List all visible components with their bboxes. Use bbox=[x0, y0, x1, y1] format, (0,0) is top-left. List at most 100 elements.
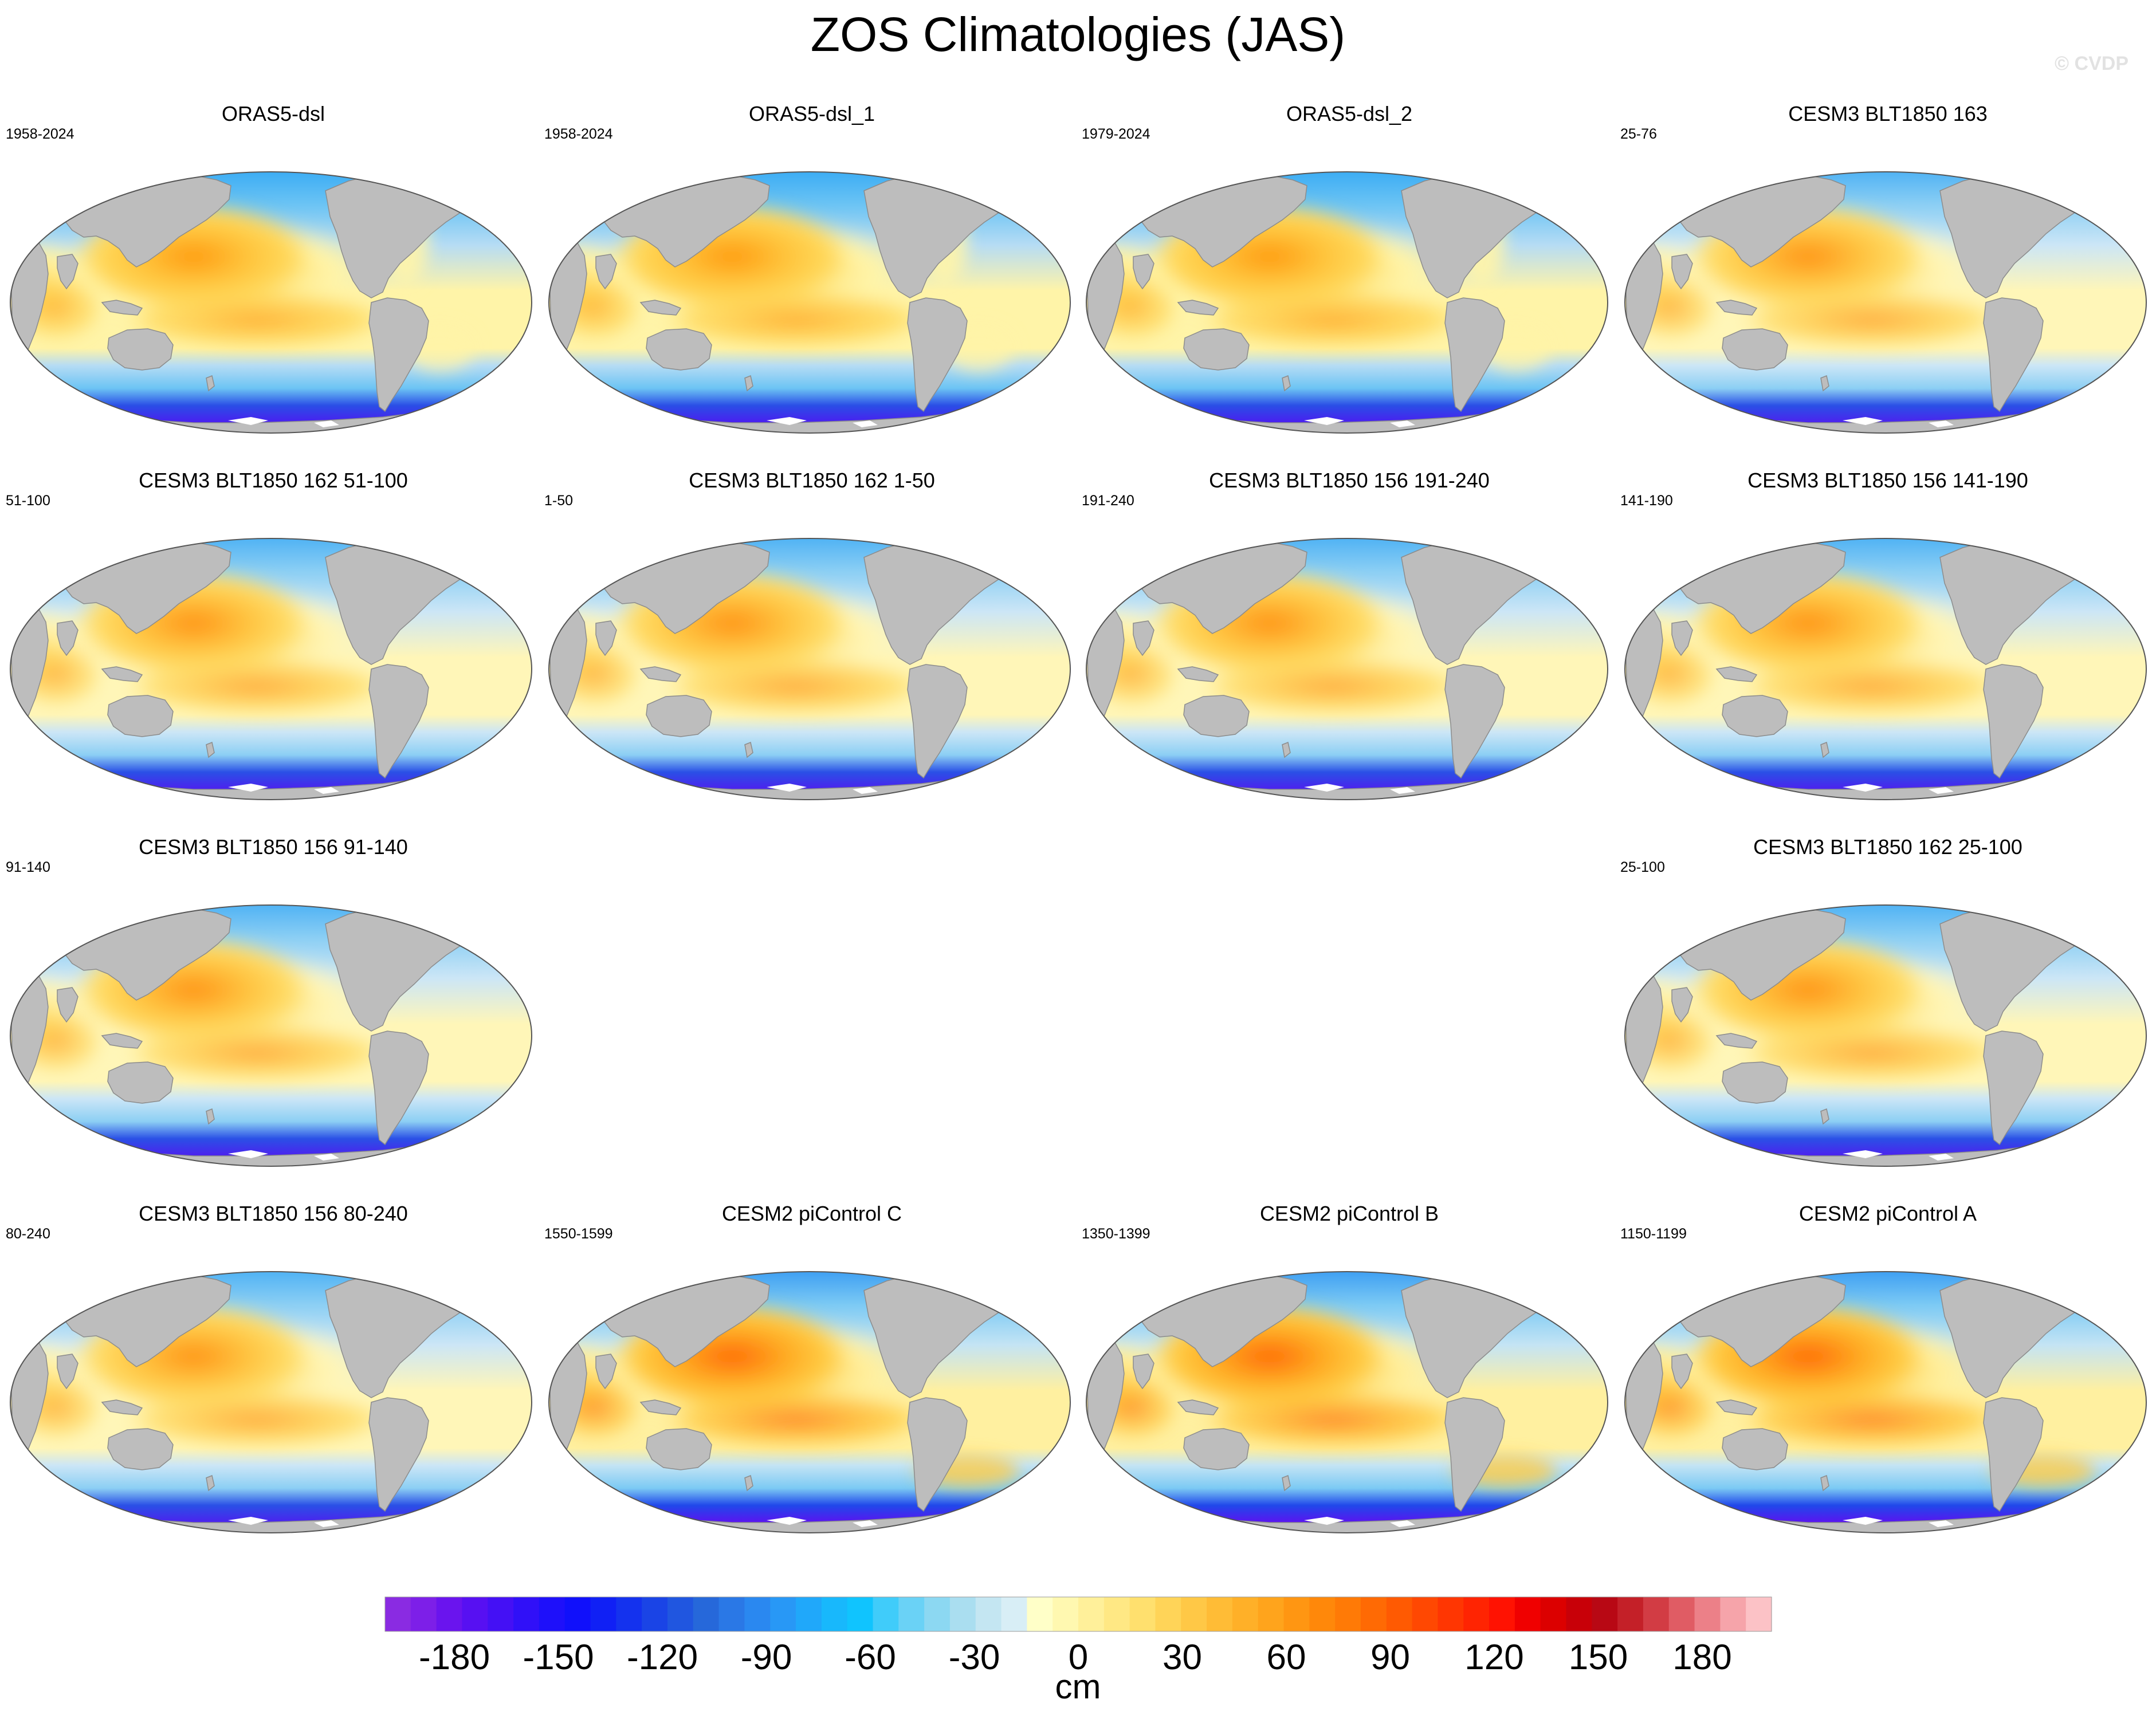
robinson-map bbox=[10, 904, 532, 1167]
colorbar-swatch bbox=[744, 1597, 771, 1631]
robinson-map bbox=[1624, 904, 2147, 1167]
panel-title: ORAS5-dsl bbox=[221, 102, 325, 125]
colorbar-swatch bbox=[513, 1597, 540, 1631]
panel-title: CESM3 BLT1850 162 51-100 bbox=[139, 469, 408, 492]
colorbar-swatch bbox=[488, 1597, 514, 1631]
colorbar-tick-label: 150 bbox=[1569, 1638, 1628, 1677]
panel-years: 1979-2024 bbox=[1082, 126, 1150, 142]
ssh-field bbox=[549, 1272, 1070, 1533]
colorbar-swatch bbox=[1053, 1597, 1079, 1631]
colorbar-swatch bbox=[1746, 1597, 1772, 1631]
robinson-map bbox=[1086, 538, 1608, 800]
colorbar-swatch bbox=[949, 1597, 976, 1631]
colorbar-swatch bbox=[1335, 1597, 1361, 1631]
colorbar-swatch bbox=[1027, 1597, 1053, 1631]
colorbar-swatch bbox=[1540, 1597, 1567, 1631]
colorbar-tick-label: -30 bbox=[949, 1638, 1000, 1677]
panel-title: ORAS5-dsl_2 bbox=[1286, 102, 1413, 125]
panel-years: 1350-1399 bbox=[1082, 1226, 1150, 1242]
colorbar-swatch bbox=[1360, 1597, 1387, 1631]
map-panel: ORAS5-dsl 1958-2024 bbox=[5, 102, 542, 480]
panel-title: CESM2 piControl B bbox=[1259, 1202, 1439, 1225]
panel-title: CESM3 BLT1850 162 25-100 bbox=[1753, 835, 2023, 859]
panel-years: 141-190 bbox=[1620, 493, 1673, 509]
colorbar-swatch bbox=[1617, 1597, 1644, 1631]
colorbar-swatch bbox=[796, 1597, 822, 1631]
colorbar-swatch bbox=[642, 1597, 668, 1631]
colorbar-swatch bbox=[821, 1597, 848, 1631]
colorbar-tick-label: -60 bbox=[845, 1638, 896, 1677]
colorbar-swatch bbox=[539, 1597, 565, 1631]
colorbar-swatch bbox=[1283, 1597, 1310, 1631]
colorbar-swatch bbox=[924, 1597, 951, 1631]
panel-years: 25-100 bbox=[1620, 859, 1665, 875]
robinson-map bbox=[1086, 1271, 1608, 1533]
colorbar-swatch bbox=[1592, 1597, 1618, 1631]
robinson-map bbox=[548, 171, 1071, 434]
robinson-map bbox=[548, 1271, 1071, 1533]
colorbar-frame bbox=[384, 1596, 1772, 1632]
figure-title: ZOS Climatologies (JAS) bbox=[810, 7, 1346, 61]
panel-title: CESM3 BLT1850 163 bbox=[1788, 102, 1988, 125]
ssh-field bbox=[10, 905, 532, 1166]
colorbar-swatch bbox=[770, 1597, 796, 1631]
colorbar-swatch bbox=[1514, 1597, 1541, 1631]
map-panel: CESM3 BLT1850 156 191-240 191-240 bbox=[1081, 469, 1618, 847]
colorbar-swatch bbox=[1258, 1597, 1285, 1631]
colorbar-tick-label: 90 bbox=[1370, 1638, 1410, 1677]
colorbar-swatch bbox=[462, 1597, 488, 1631]
robinson-map bbox=[1624, 1271, 2147, 1533]
colorbar-swatch bbox=[1720, 1597, 1746, 1631]
ssh-field bbox=[549, 172, 1070, 433]
colorbar-swatch bbox=[1207, 1597, 1233, 1631]
map-panel: CESM2 piControl C 1550-1599 bbox=[543, 1202, 1081, 1580]
colorbar-swatch bbox=[873, 1597, 899, 1631]
colorbar-swatch bbox=[1566, 1597, 1592, 1631]
robinson-map bbox=[10, 1271, 532, 1533]
panel-years: 191-240 bbox=[1082, 493, 1134, 509]
colorbar-swatch bbox=[1694, 1597, 1721, 1631]
colorbar-swatch bbox=[847, 1597, 874, 1631]
ssh-field bbox=[10, 172, 532, 433]
panel-title: CESM3 BLT1850 156 141-190 bbox=[1747, 469, 2028, 492]
panel-years: 25-76 bbox=[1620, 126, 1657, 142]
colorbar-swatch bbox=[667, 1597, 694, 1631]
colorbar-swatch bbox=[1489, 1597, 1515, 1631]
panel-title: ORAS5-dsl_1 bbox=[748, 102, 875, 125]
colorbar-swatch bbox=[1001, 1597, 1027, 1631]
colorbar-swatch bbox=[1438, 1597, 1464, 1631]
colorbar-tick-label: -150 bbox=[523, 1638, 594, 1677]
map-panel: CESM2 piControl B 1350-1399 bbox=[1081, 1202, 1618, 1580]
colorbar-swatch bbox=[1181, 1597, 1207, 1631]
panel-title: CESM2 piControl C bbox=[721, 1202, 902, 1225]
map-panel: ORAS5-dsl_2 1979-2024 bbox=[1081, 102, 1618, 480]
colorbar-swatch bbox=[1463, 1597, 1490, 1631]
colorbar-tick-label: 180 bbox=[1672, 1638, 1731, 1677]
colorbar-swatch bbox=[436, 1597, 463, 1631]
map-panel: CESM3 BLT1850 156 141-190 141-190 bbox=[1619, 469, 2156, 847]
panel-title: CESM3 BLT1850 162 1-50 bbox=[689, 469, 935, 492]
robinson-map bbox=[548, 538, 1071, 800]
colorbar-swatch bbox=[1129, 1597, 1156, 1631]
ssh-field bbox=[10, 538, 532, 800]
colorbar-tick-label: 0 bbox=[1069, 1638, 1088, 1677]
robinson-map bbox=[10, 538, 532, 800]
colorbar-swatch bbox=[410, 1597, 437, 1631]
colorbar-swatch bbox=[385, 1597, 411, 1631]
colorbar-swatch bbox=[1668, 1597, 1695, 1631]
panel-years: 51-100 bbox=[6, 493, 50, 509]
colorbar-swatch bbox=[1078, 1597, 1105, 1631]
colorbar-swatch bbox=[564, 1597, 591, 1631]
colorbar-tick-label: 60 bbox=[1267, 1638, 1306, 1677]
colorbar-swatch bbox=[590, 1597, 616, 1631]
panel-title: CESM3 BLT1850 156 191-240 bbox=[1209, 469, 1490, 492]
colorbar-tick-label: -180 bbox=[419, 1638, 490, 1677]
colorbar-swatch bbox=[1155, 1597, 1181, 1631]
colorbar-unit-label: cm bbox=[1055, 1667, 1101, 1706]
panel-years: 1150-1199 bbox=[1620, 1226, 1687, 1242]
colorbar-tick-label: 30 bbox=[1163, 1638, 1202, 1677]
colorbar-tick-label: 120 bbox=[1464, 1638, 1523, 1677]
panel-title: CESM3 BLT1850 156 91-140 bbox=[139, 835, 408, 859]
ssh-field bbox=[1625, 538, 2146, 800]
